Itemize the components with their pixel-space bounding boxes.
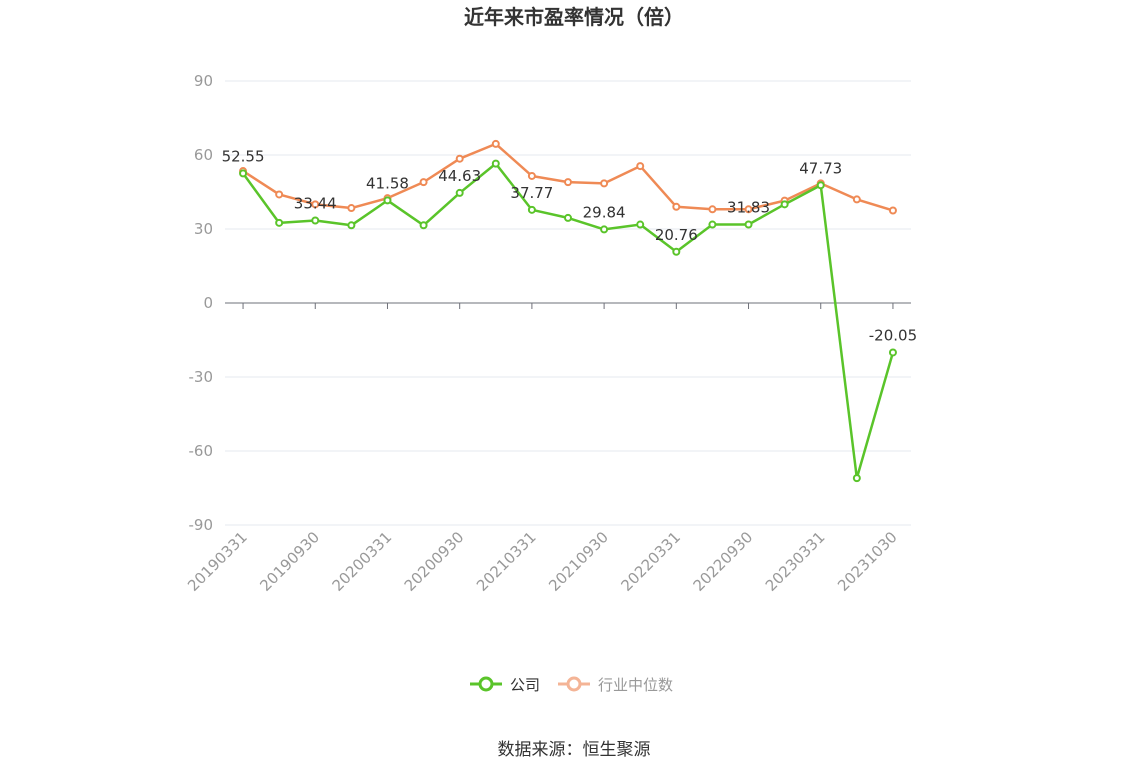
legend-item-company[interactable]: 公司 xyxy=(470,676,540,694)
data-point[interactable] xyxy=(852,474,861,483)
chart-title: 近年来市盈率情况（倍） xyxy=(464,5,684,29)
x-tick-label: 20190331 xyxy=(184,528,251,595)
y-tick-label: -60 xyxy=(189,442,214,460)
data-point[interactable] xyxy=(564,178,572,187)
data-label: 31.83 xyxy=(727,198,770,216)
data-source: 数据来源：恒生聚源 xyxy=(498,740,651,760)
data-point[interactable] xyxy=(239,169,248,178)
data-point[interactable] xyxy=(744,205,753,214)
x-tick-label: 20200930 xyxy=(401,528,468,595)
data-label: -20.05 xyxy=(869,326,917,344)
data-point[interactable] xyxy=(383,196,392,205)
data-point[interactable] xyxy=(347,204,356,213)
data-label: 44.63 xyxy=(438,167,481,185)
data-point[interactable] xyxy=(888,348,897,357)
data-point[interactable] xyxy=(600,225,609,234)
y-tick-label: 60 xyxy=(194,146,213,164)
data-point[interactable] xyxy=(419,178,428,187)
y-tick-label: 30 xyxy=(194,220,213,238)
y-axis-ticks: 90 60 30 0 -30 -60 -90 xyxy=(189,72,214,534)
y-tick-label: -90 xyxy=(189,516,214,534)
data-point[interactable] xyxy=(636,162,645,171)
legend-company-label: 公司 xyxy=(510,676,540,694)
data-point[interactable] xyxy=(780,200,789,209)
x-tick-label: 20220930 xyxy=(690,528,757,595)
data-label: 29.84 xyxy=(583,203,626,221)
data-point[interactable] xyxy=(852,195,861,204)
x-tick-label: 20200331 xyxy=(329,528,396,595)
x-tick-label: 20190930 xyxy=(256,528,323,595)
data-label: 33.44 xyxy=(294,195,337,213)
data-label: 37.77 xyxy=(510,184,553,202)
legend-item-industry[interactable]: 行业中位数 xyxy=(558,676,673,694)
data-point[interactable] xyxy=(491,159,500,168)
grid-lines xyxy=(225,80,911,526)
data-point[interactable] xyxy=(527,171,536,180)
x-tick-label: 20210930 xyxy=(545,528,612,595)
data-point[interactable] xyxy=(744,220,753,229)
data-point[interactable] xyxy=(419,221,428,230)
data-point[interactable] xyxy=(347,221,356,230)
data-point[interactable] xyxy=(636,220,645,229)
x-tick-label: 20220331 xyxy=(617,528,684,595)
data-point[interactable] xyxy=(275,218,284,227)
data-point[interactable] xyxy=(888,206,897,215)
data-point[interactable] xyxy=(672,202,681,211)
data-point[interactable] xyxy=(527,205,536,214)
x-tick-label: 20231030 xyxy=(834,528,901,595)
data-labels: 52.55 33.44 41.58 44.63 37.77 29.84 20.76 31.83… xyxy=(222,147,918,344)
y-tick-label: 90 xyxy=(194,72,213,90)
x-tick-label: 20230331 xyxy=(762,528,829,595)
legend-industry-marker xyxy=(566,676,582,692)
data-label: 20.76 xyxy=(655,226,698,244)
data-point[interactable] xyxy=(455,154,464,163)
data-point[interactable] xyxy=(564,213,572,222)
series-line xyxy=(242,162,895,480)
data-point[interactable] xyxy=(275,190,284,199)
data-point[interactable] xyxy=(455,188,464,197)
y-tick-label: -30 xyxy=(189,368,214,386)
series-line xyxy=(242,142,894,212)
data-label: 41.58 xyxy=(366,174,409,192)
data-point[interactable] xyxy=(311,216,320,225)
data-label: 52.55 xyxy=(222,147,265,165)
data-label: 47.73 xyxy=(799,159,842,177)
x-axis: 20190331 20190930 20200331 20200930 20210331… xyxy=(184,302,911,595)
data-point[interactable] xyxy=(816,181,825,190)
series-group xyxy=(239,139,897,483)
legend-company-marker xyxy=(478,676,494,692)
legend[interactable]: 公司 行业中位数 xyxy=(470,676,673,694)
y-tick-label: 0 xyxy=(203,294,213,312)
data-point[interactable] xyxy=(708,205,717,214)
legend-industry-label: 行业中位数 xyxy=(598,676,673,694)
x-tick-label: 20210331 xyxy=(473,528,540,595)
data-point[interactable] xyxy=(672,247,681,256)
data-point[interactable] xyxy=(311,200,320,209)
data-point[interactable] xyxy=(708,220,717,229)
data-point[interactable] xyxy=(491,139,500,148)
data-point[interactable] xyxy=(600,179,609,188)
